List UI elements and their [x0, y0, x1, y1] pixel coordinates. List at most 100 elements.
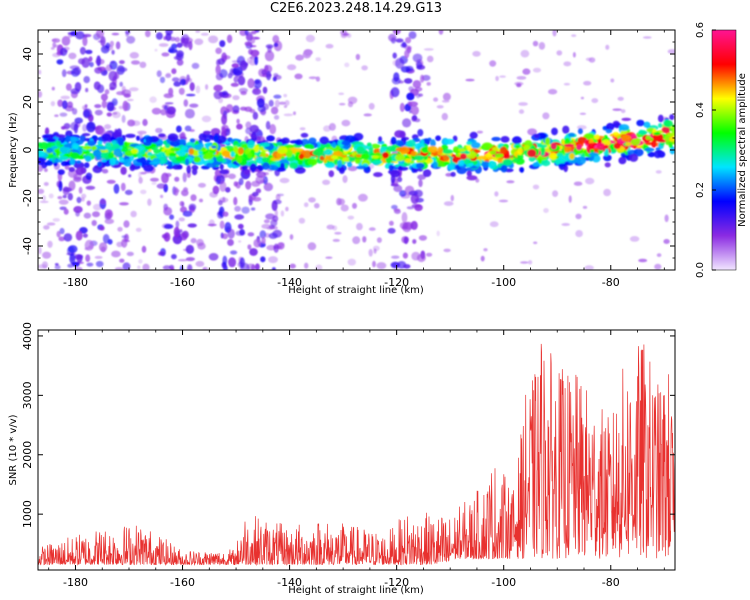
- heatmap-cell: [64, 165, 70, 170]
- heatmap-cell: [399, 190, 407, 197]
- heatmap-cell: [621, 117, 632, 121]
- heatmap-cell: [584, 265, 594, 270]
- heatmap-cell: [399, 222, 409, 229]
- heatmap-cell: [441, 144, 449, 151]
- heatmap-cell: [76, 196, 82, 204]
- heatmap-cell: [68, 52, 77, 60]
- heatmap-cell: [500, 164, 508, 173]
- heatmap-cell: [442, 92, 451, 101]
- heatmap-cell: [273, 243, 279, 253]
- heatmap-cell: [664, 214, 669, 223]
- heatmap-cell: [129, 164, 136, 172]
- heatmap-cell: [241, 206, 250, 214]
- heatmap-cell: [540, 152, 545, 156]
- heatmap-cell: [136, 157, 146, 163]
- page-title: C2E6.2023.248.14.29.G13: [269, 1, 443, 16]
- heatmap-cell: [102, 234, 110, 244]
- heatmap-cell: [159, 159, 166, 164]
- heatmap-cell: [283, 93, 288, 98]
- heatmap-cell: [397, 176, 403, 183]
- heatmap-cell: [73, 67, 82, 76]
- heatmap-cell: [304, 262, 309, 269]
- heatmap-cell: [287, 64, 297, 71]
- heatmap-cell: [172, 164, 182, 170]
- heatmap-cell: [348, 156, 356, 162]
- heatmap-cell: [160, 194, 164, 199]
- colorbar-label: Normalized spectral amplitude: [737, 73, 748, 227]
- heatmap-cell: [53, 158, 63, 163]
- heatmap-cell: [532, 184, 540, 190]
- heatmap-cell: [388, 164, 394, 171]
- heatmap-cell: [576, 156, 586, 165]
- heatmap-cell: [563, 145, 572, 153]
- heatmap-cell: [319, 136, 330, 145]
- heatmap-cell: [62, 100, 68, 109]
- heatmap-cell: [181, 37, 189, 47]
- heatmap-cell: [610, 78, 615, 83]
- heatmap-cell: [582, 205, 588, 209]
- heatmap-cell: [274, 99, 280, 108]
- heatmap-cell: [412, 80, 422, 89]
- spectrogram-heatmap: [38, 30, 675, 270]
- heatmap-cell: [121, 89, 132, 97]
- heatmap-cell: [643, 121, 651, 128]
- heatmap-cell: [112, 143, 120, 150]
- heatmap-cell: [255, 188, 262, 194]
- heatmap-cell: [308, 197, 316, 203]
- heatmap-cell: [347, 215, 355, 220]
- heatmap-cell: [391, 204, 398, 210]
- heatmap-cell: [284, 144, 295, 149]
- heatmap-cell: [191, 62, 200, 69]
- heatmap-cell: [111, 32, 120, 36]
- heatmap-cell: [237, 223, 244, 229]
- colorbar-tick-label: 0.0: [695, 262, 706, 278]
- heatmap-cell: [218, 200, 223, 206]
- heatmap-cell: [222, 255, 228, 266]
- heatmap-cell: [222, 90, 228, 96]
- heatmap-cell: [92, 149, 102, 157]
- heatmap-cell: [219, 181, 227, 192]
- heatmap-cell: [137, 265, 141, 270]
- heatmap-cell: [437, 146, 443, 155]
- heatmap-cell: [59, 145, 71, 154]
- heatmap-cell: [221, 114, 228, 125]
- heatmap-cell: [268, 232, 278, 239]
- heatmap-cell: [38, 150, 46, 157]
- heatmap-cell: [371, 155, 380, 159]
- heatmap-cell: [617, 96, 624, 101]
- heatmap-cell: [176, 125, 182, 133]
- heatmap-cell: [193, 156, 202, 163]
- heatmap-cell: [403, 236, 409, 245]
- heatmap-cell: [104, 209, 113, 220]
- heatmap-cell: [199, 198, 203, 203]
- heatmap-cell: [376, 262, 387, 270]
- heatmap-cell: [281, 137, 290, 145]
- heatmap-cell: [298, 217, 306, 224]
- heatmap-cell: [75, 167, 85, 176]
- heatmap-cell: [258, 165, 264, 172]
- heatmap-cell: [123, 158, 132, 167]
- heatmap-cell: [230, 82, 239, 87]
- heatmap-cell: [420, 74, 425, 83]
- heatmap-cell: [466, 170, 472, 177]
- heatmap-cell: [232, 105, 240, 113]
- heatmap-cell: [405, 65, 414, 72]
- heatmap-cell: [597, 142, 606, 151]
- heatmap-cell: [83, 212, 92, 219]
- heatmap-cell: [145, 30, 151, 38]
- heatmap-cell: [475, 178, 480, 183]
- heatmap-cell: [54, 114, 59, 117]
- heatmap-cell: [219, 220, 225, 229]
- heatmap-cell: [173, 187, 179, 196]
- heatmap-cell: [278, 101, 286, 105]
- heatmap-cell: [142, 118, 148, 127]
- heatmap-cell: [338, 92, 345, 96]
- heatmap-cell: [404, 49, 410, 59]
- heatmap-cell: [466, 141, 472, 146]
- heatmap-cell: [294, 139, 303, 146]
- heatmap-cell: [249, 124, 259, 134]
- heatmap-cell: [519, 167, 524, 173]
- heatmap-cell: [180, 131, 186, 142]
- heatmap-cell: [138, 171, 142, 179]
- heatmap-cell: [569, 152, 575, 160]
